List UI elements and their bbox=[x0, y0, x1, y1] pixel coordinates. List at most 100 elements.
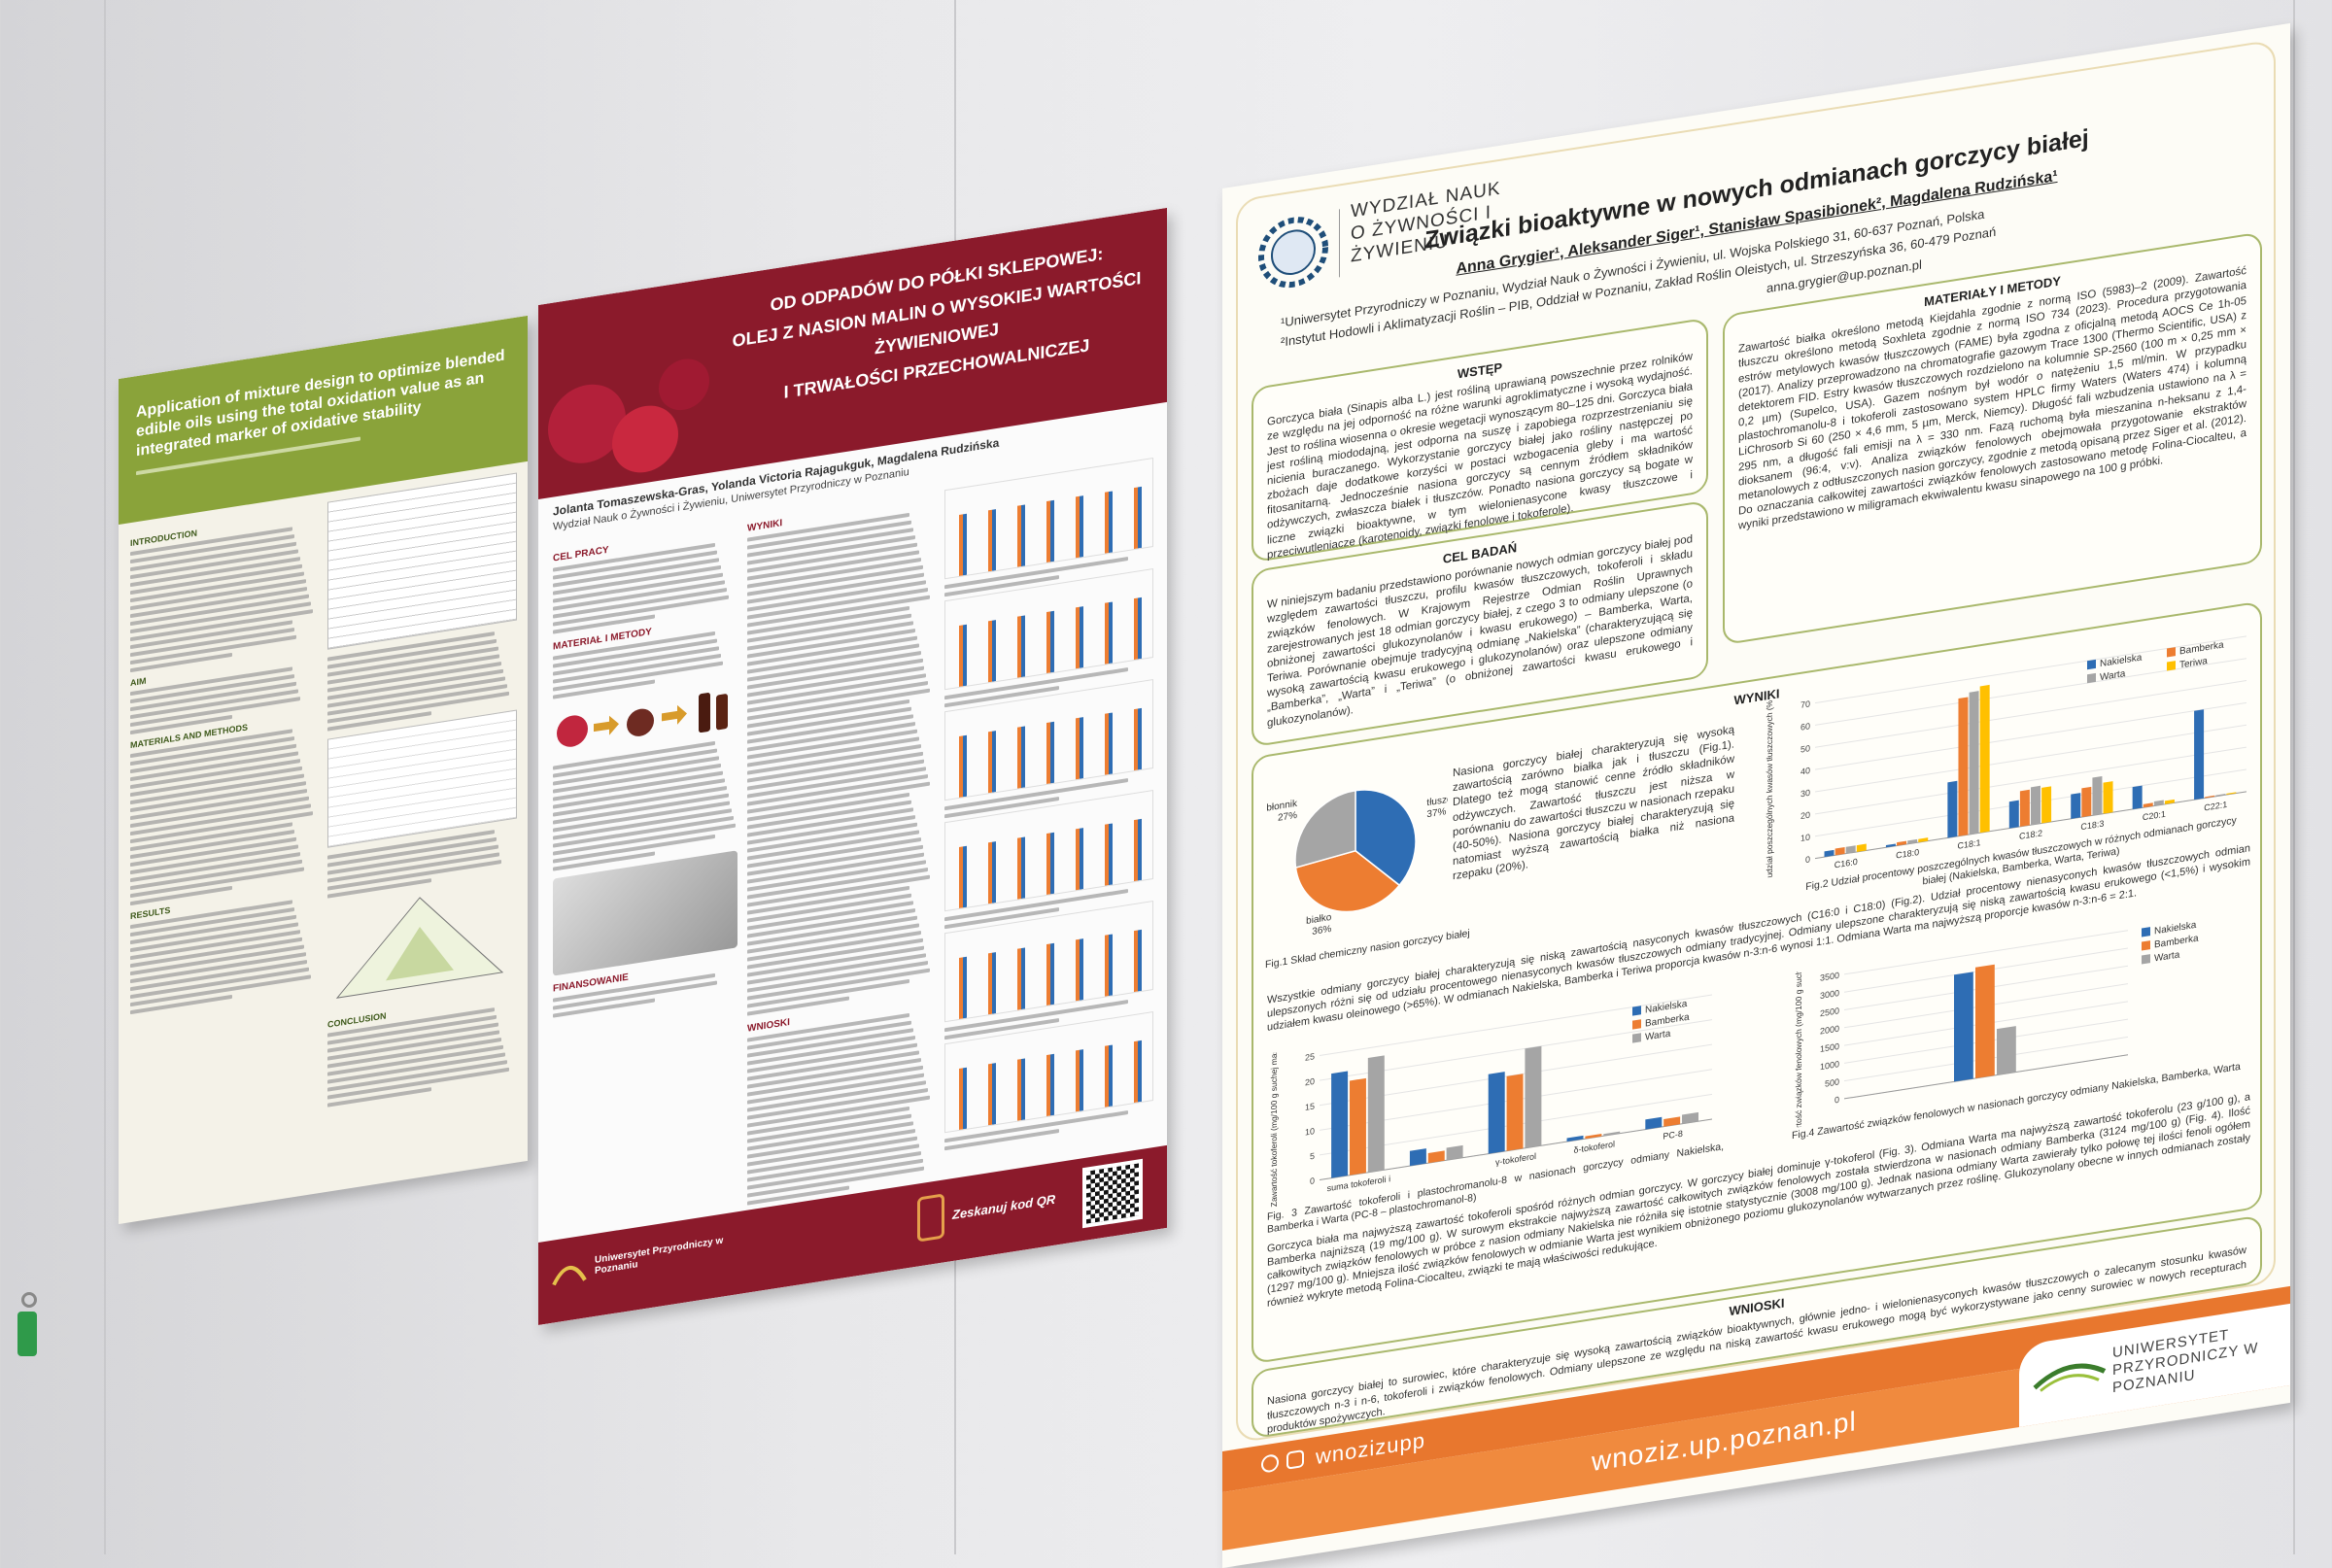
bar-chart: 0 5 10 15 20 25 Zawartość tokoferoli (mg/100 g… bbox=[1269, 994, 1712, 1208]
legend-swatch bbox=[2087, 672, 2096, 684]
raspberry bbox=[659, 358, 709, 411]
university-logo-area: UNIWERSYTET PRZYRODNICZY W POZNANIU bbox=[2019, 1303, 2290, 1428]
y-tick-label: 0 bbox=[1310, 1176, 1315, 1186]
y-tick-label: 500 bbox=[1825, 1076, 1839, 1088]
legend-swatch bbox=[2142, 954, 2150, 965]
pie-slice bbox=[1355, 789, 1417, 887]
y-axis-label: udział poszczególnych kwasów tłuszczowyc… bbox=[1765, 697, 1774, 878]
legend-label: Bamberka bbox=[2179, 639, 2224, 657]
bar bbox=[1997, 1026, 2016, 1075]
bar bbox=[1367, 1055, 1385, 1173]
bar bbox=[1824, 849, 1835, 858]
bar bbox=[1331, 1071, 1349, 1178]
slice-label: błonnik bbox=[1266, 799, 1298, 814]
bar bbox=[1488, 1072, 1505, 1154]
bar bbox=[2143, 802, 2153, 808]
bar bbox=[1682, 1111, 1698, 1124]
bar bbox=[1409, 1148, 1426, 1167]
faculty-logo bbox=[1258, 217, 1328, 289]
key-ring bbox=[21, 1292, 37, 1308]
y-tick-label: 30 bbox=[1800, 788, 1810, 799]
bar bbox=[1979, 684, 1990, 834]
bar bbox=[2103, 781, 2113, 814]
legend-label: Nakielska bbox=[2100, 652, 2143, 669]
x-tick-label: C16:0 bbox=[1835, 857, 1858, 870]
bar bbox=[1975, 964, 1995, 1079]
slice-label: tłuszcz bbox=[1426, 794, 1448, 809]
y-tick-label: 2500 bbox=[1820, 1006, 1839, 1018]
logo-core bbox=[1271, 229, 1316, 275]
table-figure bbox=[327, 709, 517, 848]
poster-right: WYDZIAŁ NAUK O ŻYWNOŚCI I ŻYWIENIU Związ… bbox=[1222, 22, 2290, 1568]
arrow bbox=[594, 715, 619, 735]
raspberry bbox=[548, 384, 626, 463]
legend-swatch bbox=[1632, 1006, 1641, 1016]
bar bbox=[1349, 1077, 1366, 1176]
bar bbox=[1897, 840, 1907, 846]
legend-label: Warta bbox=[1645, 1029, 1671, 1043]
bar bbox=[2008, 800, 2019, 829]
keychain bbox=[17, 1312, 37, 1356]
bar bbox=[1845, 845, 1856, 854]
pie-slice bbox=[1294, 849, 1401, 913]
legend-swatch bbox=[1632, 1033, 1641, 1043]
university-logo bbox=[2033, 1363, 2107, 1392]
poster-middle: OD ODPADÓW DO PÓŁKI SKLEPOWEJ: OLEJ Z NA… bbox=[538, 207, 1167, 1325]
legend-swatch bbox=[2142, 927, 2150, 937]
legend-label: Teriwa bbox=[2179, 656, 2208, 670]
poster-title: OD ODPADÓW DO PÓŁKI SKLEPOWEJ: OLEJ Z NA… bbox=[713, 230, 1160, 419]
bar bbox=[2132, 785, 2143, 809]
legend-label: Warta bbox=[2154, 949, 2180, 964]
x-tick-label: C18:0 bbox=[1896, 847, 1919, 861]
legend-swatch bbox=[1632, 1019, 1641, 1030]
y-tick-label: 20 bbox=[1800, 810, 1810, 821]
logo-gear bbox=[1258, 217, 1328, 289]
column: CONCLUSION bbox=[327, 472, 517, 1111]
y-tick-label: 40 bbox=[1800, 766, 1810, 776]
results-box: WYNIKI tłuszcz 37% białko 36% błonnik 27% Fig… bbox=[1252, 600, 2262, 1365]
ternary-region bbox=[386, 927, 454, 981]
table-figure bbox=[327, 472, 517, 650]
bar bbox=[2153, 800, 2164, 806]
grid-line bbox=[1320, 994, 1712, 1057]
text-block bbox=[747, 1009, 932, 1206]
bar bbox=[1645, 1116, 1663, 1130]
process-image bbox=[557, 693, 728, 747]
grid-line bbox=[1815, 680, 2246, 748]
raspberry-image bbox=[548, 358, 709, 473]
y-tick-label: 10 bbox=[1800, 833, 1810, 843]
column: INTRODUCTION AIM MATERIALS AND METHODS R… bbox=[130, 504, 315, 1018]
results-text: Nasiona gorczycy białej charakteryzują s… bbox=[1453, 724, 1734, 883]
legend-swatch bbox=[2167, 661, 2176, 671]
y-tick-label: 1500 bbox=[1820, 1041, 1839, 1054]
y-tick-label: 70 bbox=[1800, 699, 1810, 709]
bar bbox=[2194, 709, 2205, 801]
bar bbox=[1506, 1074, 1524, 1151]
bar bbox=[1856, 843, 1867, 852]
x-tick-label: C18:2 bbox=[2019, 828, 2042, 841]
facebook-icon bbox=[1261, 1453, 1279, 1474]
y-tick-label: 10 bbox=[1305, 1126, 1315, 1137]
bar bbox=[2215, 794, 2226, 797]
grid-line bbox=[1320, 1043, 1712, 1107]
y-axis-label: Zawartość związków fenolowych (mg/100 g … bbox=[1794, 937, 1803, 1129]
bar bbox=[1947, 780, 1958, 838]
bar-chart: 0 500 1000 1500 2000 2500 3000 3500 Zawartość zw… bbox=[1794, 920, 2199, 1129]
bar bbox=[2019, 789, 2030, 827]
arrow bbox=[662, 704, 687, 725]
bar bbox=[1835, 846, 1845, 856]
pie-slice bbox=[1294, 789, 1356, 869]
x-tick-label: C20:1 bbox=[2143, 809, 2166, 823]
legend-swatch bbox=[2087, 659, 2096, 670]
slice-value: 27% bbox=[1278, 810, 1297, 824]
university-logo bbox=[552, 1266, 587, 1286]
bar bbox=[1958, 697, 1969, 836]
y-tick-label: 20 bbox=[1305, 1076, 1315, 1087]
text-block bbox=[747, 509, 932, 1016]
x-tick-label: C18:1 bbox=[1958, 837, 1981, 851]
bar bbox=[2071, 793, 2081, 819]
text-block bbox=[130, 524, 315, 673]
bar bbox=[1954, 971, 1973, 1082]
y-tick-label: 3000 bbox=[1820, 988, 1839, 1001]
bar-chart: 0 10 20 30 40 50 60 70 udział poszczególnych kwa… bbox=[1765, 635, 2246, 878]
